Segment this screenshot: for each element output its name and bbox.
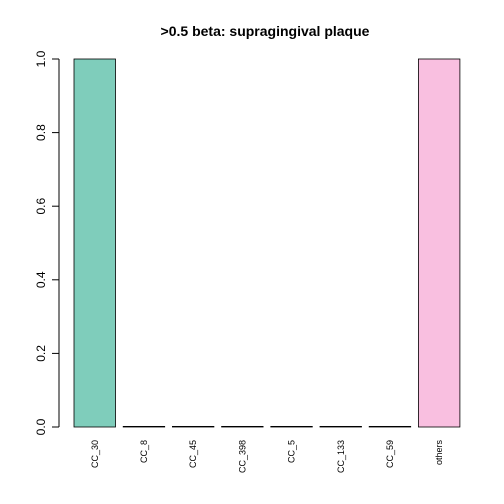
bar-cc-30	[73, 58, 116, 428]
y-tick-label: 1.0	[34, 50, 48, 67]
bar-cc-5	[270, 425, 313, 428]
y-tick-label: 0.0	[34, 418, 48, 435]
y-tick-label: 0.8	[34, 124, 48, 141]
x-category-label: CC_5	[287, 440, 297, 463]
bar-cc-59	[368, 425, 412, 428]
bar-cc-45	[171, 425, 215, 428]
x-category-label: CC_398	[237, 440, 247, 473]
x-axis-labels: CC_30 CC_8 CC_45 CC_398 CC_5 CC_133 CC_59 other…	[90, 440, 444, 474]
y-axis: 0.0 0.2 0.4 0.6 0.8 1.0	[34, 50, 60, 435]
bars-group	[73, 58, 461, 428]
y-tick-label: 0.4	[34, 271, 48, 288]
bar-cc-8	[122, 425, 166, 428]
bar-others	[417, 58, 461, 428]
x-category-label: CC_59	[385, 440, 395, 468]
x-category-label: CC_45	[188, 440, 198, 468]
bar-cc-398	[221, 425, 264, 428]
x-category-label: CC_133	[336, 440, 346, 473]
y-tick-label: 0.6	[34, 198, 48, 215]
x-category-label: CC_30	[90, 440, 100, 468]
bar-cc-133	[319, 425, 362, 428]
chart-title: >0.5 beta: supragingival plaque	[161, 23, 370, 39]
y-tick-label: 0.2	[34, 345, 48, 362]
x-category-label: CC_8	[139, 440, 149, 463]
x-category-label: others	[434, 440, 444, 466]
